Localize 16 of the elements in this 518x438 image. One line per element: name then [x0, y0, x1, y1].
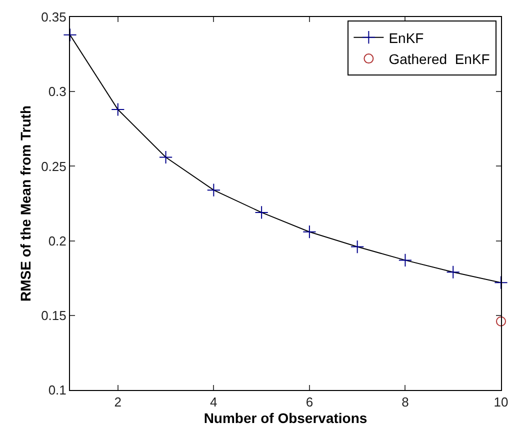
x-tick-label: 8: [402, 394, 409, 410]
y-tick-label: 0.1: [48, 382, 66, 398]
x-tick-label: 10: [494, 394, 508, 410]
y-tick-label: 0.2: [48, 233, 66, 248]
y-axis-title: RMSE of the Mean from Truth: [18, 106, 34, 302]
y-tick-label: 0.3: [48, 84, 66, 100]
legend-label: EnKF: [388, 30, 424, 46]
x-tick-label: 4: [210, 394, 218, 410]
y-tick-label: 0.25: [41, 158, 66, 174]
legend-label: Gathered EnKF: [388, 50, 490, 67]
x-tick-label: 2: [114, 394, 122, 410]
y-tick-label: 0.35: [41, 10, 66, 25]
x-axis-title: Number of Observations: [204, 410, 368, 426]
y-tick-label: 0.15: [41, 308, 66, 323]
point: [496, 316, 506, 326]
x-tick-label: 6: [306, 394, 314, 410]
